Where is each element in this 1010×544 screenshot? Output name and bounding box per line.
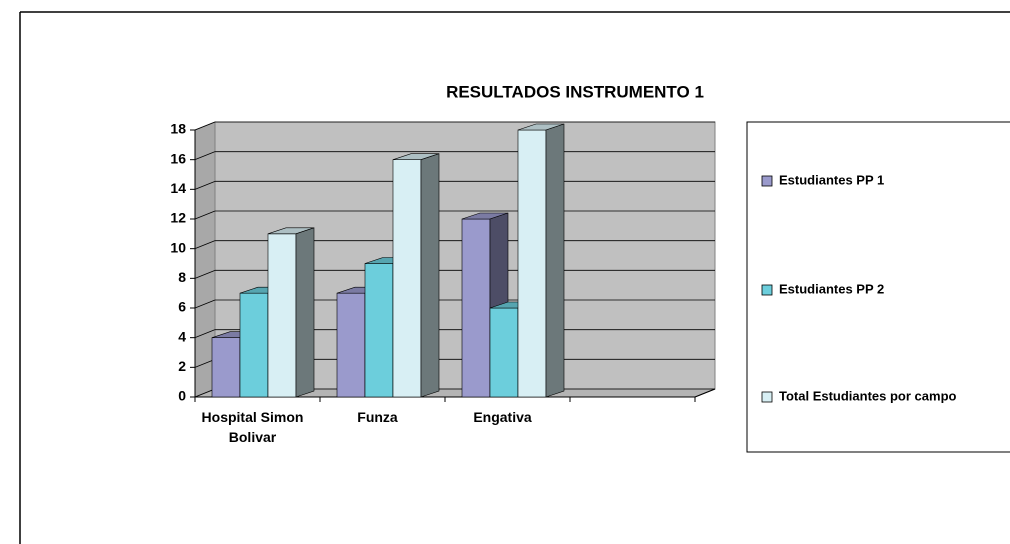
chart-title: RESULTADOS INSTRUMENTO 1: [446, 82, 704, 101]
grid-line-side: [194, 240, 216, 250]
x-tick-label: Hospital Simon Bolivar: [201, 409, 304, 445]
y-tick-label: 0: [178, 388, 186, 404]
legend-label: Total Estudiantes por campo: [779, 388, 957, 403]
grid-line-side: [194, 329, 216, 339]
grid-line-side: [194, 210, 216, 220]
grid-line-side: [194, 358, 216, 368]
grid-line-side: [194, 269, 216, 279]
bar-front: [461, 218, 491, 398]
grid-line-side: [194, 180, 216, 190]
plot: [190, 121, 716, 402]
x-axis-end: [694, 388, 716, 398]
bar-front: [336, 292, 366, 398]
bar-front: [392, 159, 422, 398]
bar-side: [545, 123, 565, 398]
legend-label: Estudiantes PP 1: [779, 172, 884, 187]
legend-swatch: [761, 175, 773, 187]
bar: [392, 153, 440, 398]
bar-front: [211, 337, 241, 398]
y-tick-label: 14: [170, 180, 186, 196]
y-tick-label: 18: [170, 121, 186, 137]
y-tick-label: 6: [178, 299, 186, 315]
grid-line-side: [194, 151, 216, 161]
bar-front: [267, 233, 297, 398]
legend: Estudiantes PP 1 Estudiantes PP 2 Total Es…: [761, 172, 957, 403]
y-tick-label: 4: [178, 328, 186, 344]
x-tick-label: Funza: [357, 409, 398, 425]
bar-side: [420, 153, 440, 398]
bar-front: [239, 292, 269, 398]
legend-swatch: [761, 391, 773, 403]
bar: [267, 227, 315, 398]
grid-line-side: [194, 388, 216, 398]
bar-front: [489, 307, 519, 398]
legend-box: [746, 121, 1010, 453]
x-tick-label: Engativa: [473, 409, 532, 425]
legend-label: Estudiantes PP 2: [779, 281, 884, 296]
y-tick-label: 12: [170, 210, 186, 226]
bar-front: [364, 263, 394, 398]
grid-line-side: [194, 299, 216, 309]
y-tick-label: 10: [170, 239, 186, 255]
y-tick-label: 16: [170, 150, 186, 166]
bar: [517, 123, 565, 398]
bar-front: [517, 129, 547, 398]
bar-side: [295, 227, 315, 398]
grid-line-side: [194, 121, 216, 131]
legend-swatch: [761, 284, 773, 296]
y-tick-label: 8: [178, 269, 186, 285]
y-tick-label: 2: [178, 358, 186, 374]
